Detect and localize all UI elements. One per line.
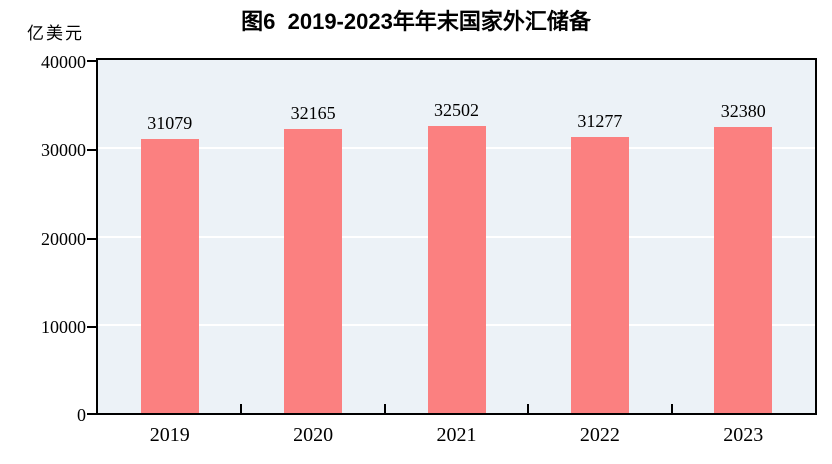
x-axis-label-2022: 2022	[579, 424, 620, 446]
y-axis-tick-label-40000: 40000	[41, 52, 86, 72]
x-axis-label-2019: 2019	[149, 424, 190, 446]
bar-value-label-2022: 31277	[577, 110, 623, 131]
bar-value-label-2023: 32380	[720, 101, 766, 122]
y-axis-tick-20000	[87, 237, 96, 240]
bar-value-label-2020: 32165	[290, 103, 336, 124]
x-axis-label-2023: 2023	[723, 424, 764, 446]
x-axis-tick	[670, 404, 673, 413]
y-axis-tick-0	[87, 413, 96, 415]
x-axis-tick	[383, 404, 386, 413]
bar-2023	[714, 127, 773, 413]
bar-2020	[284, 129, 343, 413]
y-axis-unit-label: 亿美元	[27, 24, 84, 43]
y-axis-tick-10000	[87, 325, 96, 328]
bar-value-label-2021: 32502	[434, 100, 479, 121]
bar-2021	[427, 126, 486, 413]
y-axis-tick-40000	[87, 60, 96, 62]
bar-2019	[140, 138, 199, 413]
y-axis-tick-label-10000: 10000	[41, 316, 86, 337]
y-axis-tick-label-20000: 20000	[41, 228, 86, 249]
bar-value-label-2019: 31079	[147, 112, 193, 133]
plot-area: 31079 32165 32502 31277 32380	[96, 58, 817, 415]
y-axis-tick-label-30000: 30000	[41, 140, 86, 161]
y-axis-tick-label-0: 0	[77, 405, 86, 425]
x-axis-tick	[527, 404, 530, 413]
x-axis-label-2020: 2020	[293, 424, 334, 446]
y-axis-tick-30000	[87, 149, 96, 152]
bar-2022	[570, 136, 629, 413]
x-axis-tick	[240, 404, 243, 413]
chart-title: 图6 2019-2023年年末国家外汇储备	[241, 9, 591, 34]
x-axis-label-2021: 2021	[436, 424, 477, 446]
